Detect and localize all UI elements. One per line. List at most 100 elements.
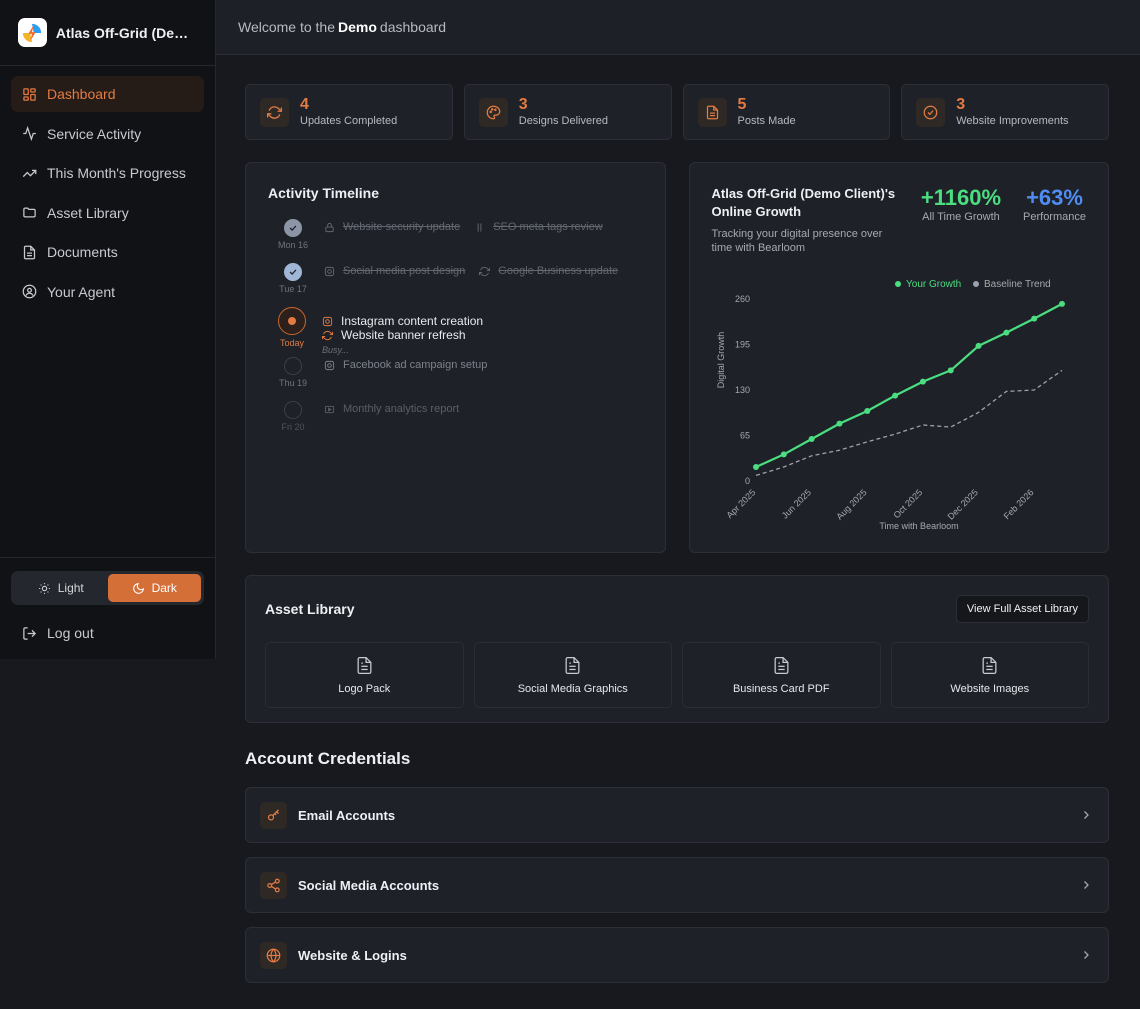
asset-item[interactable]: Website Images [890,642,1089,708]
check-circle-icon [923,105,938,119]
stat-value: 4 [300,96,309,113]
stat-card-designs: 3 Designs Delivered [463,84,672,140]
palette-icon [486,105,501,119]
sidebar-item-asset-library[interactable]: Asset Library [11,195,204,231]
stat-value: 3 [956,96,966,113]
credential-social-media-accounts[interactable]: Social Media Accounts [245,857,1109,913]
welcome-name: Demo [338,19,377,35]
refresh-icon [267,105,282,119]
timeline-day-label: Today [279,338,305,348]
key-icon [267,808,279,820]
credential-email-accounts[interactable]: Email Accounts [245,787,1109,843]
topbar: Welcome to the Demo dashboard [216,0,1140,55]
data-point [780,451,787,458]
growth-title: Atlas Off-Grid (Demo Client)'s Online Gr… [711,186,896,219]
light-theme-button[interactable]: Light [14,574,108,602]
main-content: 4 Updates Completed 3 Designs Delivered 5 P… [245,84,1109,997]
timeline-list: Mon 16 Website security update SEO meta … [278,219,643,445]
logout-label: Log out [47,625,94,641]
stat-icon-box [697,97,727,127]
chevron-right-icon [1084,951,1089,959]
timeline-day: Tue 17 Social media post design Google B… [278,263,643,307]
credential-label: Email Accounts [298,807,396,823]
sidebar-item-label: Service Activity [47,125,142,142]
series-line-your-growth [755,302,1063,469]
sidebar-item-service-activity[interactable]: Service Activity [11,116,204,152]
timeline-tasks: Facebook ad campaign setup [324,357,501,371]
stat-icon-box [260,871,287,899]
logout-button[interactable]: Log out [11,615,204,651]
timeline-day-marker: Today [278,307,306,348]
timeline-task[interactable]: Google Business update [479,265,618,277]
metric-value: +1160% [920,185,1002,210]
activity-timeline: Activity Timeline Mon 16 Website securit… [245,162,666,553]
credential-website-logins[interactable]: Website & Logins [245,927,1109,983]
file-icon [982,656,997,674]
timeline-task[interactable]: SEO meta tags review [474,221,603,233]
data-point [1058,300,1065,307]
growth-subtitle: Tracking your digital presence over time… [711,228,883,254]
brand-logo [18,18,47,47]
moon-icon [132,582,144,594]
view-asset-library-button[interactable]: View Full Asset Library [955,595,1089,623]
timeline-task[interactable]: Social media post design [324,265,465,277]
sidebar-item-month-progress[interactable]: This Month's Progress [11,155,204,191]
timeline-day-marker: Thu 19 [278,357,308,388]
brand-name: Atlas Off-Grid (Demo Client) [55,24,197,41]
stat-label: Website Improvements [956,115,1069,127]
pending-dot-icon [284,357,302,375]
growth-chart: 0 65 130 195 260 Apr 2025 Jun 2025 Aug 2025 Oct … [716,279,1065,531]
timeline-task[interactable]: Instagram content creation [322,314,483,328]
data-point [891,392,898,399]
user-circle-icon [22,284,37,299]
timeline-day: Thu 19 Facebook ad campaign setup [278,357,643,401]
data-point [752,464,759,470]
timeline-task[interactable]: Website banner refresh [322,328,466,342]
data-point [1030,315,1037,322]
file-icon [565,656,580,674]
asset-item[interactable]: Social Media Graphics [473,642,672,708]
sidebar-nav: Dashboard Service Activity This Month's … [0,66,215,323]
data-point [919,378,926,385]
asset-item[interactable]: Logo Pack [265,642,464,708]
dark-theme-button[interactable]: Dark [107,574,201,602]
brand[interactable]: Atlas Off-Grid (Demo Client) [0,0,215,66]
welcome-prefix: Welcome to the [238,19,336,35]
stat-icon-box [260,941,287,969]
x-tick-label: Feb 2026 [1001,487,1035,521]
theme-toggle: Light Dark [11,571,204,605]
sun-icon [38,582,50,594]
refresh-icon [479,266,491,276]
timeline-day-marker: Tue 17 [278,263,308,294]
globe-icon [266,947,281,963]
series-line-baseline-trend [755,369,1062,477]
stat-icon-box [260,801,287,829]
timeline-day-label: Mon 16 [277,240,309,250]
chevron-right-icon [1084,881,1089,889]
folder-icon [23,207,36,218]
asset-item[interactable]: Business Card PDF [682,642,881,708]
y-tick-label: 0 [744,476,749,486]
sidebar-item-label: This Month's Progress [47,165,186,181]
data-point [975,342,982,349]
task-label: Social media post design [343,265,466,277]
timeline-day-today: Today Instagram content creation Website… [278,307,643,357]
today-dot-icon [278,307,306,335]
timeline-task[interactable]: Website security update [324,221,460,233]
sidebar-item-your-agent[interactable]: Your Agent [11,274,204,310]
sidebar-item-documents[interactable]: Documents [11,234,204,270]
file-icon [774,656,789,674]
timeline-task[interactable]: Facebook ad campaign setup [324,359,487,371]
timeline-task[interactable]: Monthly analytics report [324,403,459,415]
sidebar-item-dashboard[interactable]: Dashboard [11,76,204,112]
y-axis-label: Digital Growth [716,332,726,389]
growth-metrics: +1160% All Time Growth +63% Performance [921,185,1086,223]
sidebar-item-label: Your Agent [47,283,115,300]
legend-marker [972,281,979,287]
lock-icon [325,222,334,232]
x-tick-label: Apr 2025 [724,487,757,520]
credential-label: Social Media Accounts [298,877,440,893]
timeline-day-label: Fri 20 [281,422,305,432]
sidebar-item-label: Dashboard [47,86,116,102]
legend-label: Baseline Trend [984,279,1051,290]
